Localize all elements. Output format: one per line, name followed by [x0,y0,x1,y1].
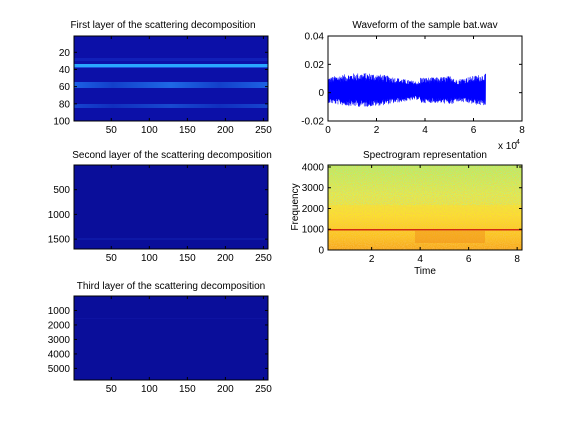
x-axis-label: Time [414,266,436,277]
x-tick-label: 200 [217,253,234,264]
y-tick-label: 100 [53,117,70,128]
axis-ticks: 50 100 150 200 250 500 1000 1500 [48,165,272,264]
x-tick-label: 150 [179,253,196,264]
x-tick-label: 250 [255,253,272,264]
y-tick-label: 0 [318,88,324,99]
panel-first-layer: First layer of the scattering decomposit… [53,20,272,136]
axes-frame [73,35,269,122]
y-tick-label: 2000 [302,204,325,215]
x-tick-label: 150 [179,125,196,136]
heatmap-background [74,36,268,121]
spectrogram-noise [328,165,522,205]
heatmap-band [74,67,268,68]
x-multiplier-label: x 10 [498,141,517,152]
y-axis-label: Frequency [290,183,301,230]
y-tick-label: 1000 [48,306,71,317]
y-tick-label: 4000 [48,349,71,360]
heatmap-background [74,296,268,380]
x-tick-label: 150 [179,384,196,395]
x-tick-label: 4 [417,254,423,265]
x-tick-label: 8 [514,254,520,265]
y-tick-label: 500 [53,185,70,196]
x-tick-label: 50 [106,253,118,264]
x-tick-label: 250 [255,125,272,136]
chart-title: Waveform of the sample bat.wav [352,20,497,31]
y-tick-label: 1500 [48,235,71,246]
y-tick-label: 80 [59,99,71,110]
axes-frame [73,295,269,381]
x-multiplier-exponent: 4 [516,139,520,146]
heatmap-band [74,238,268,240]
x-tick-label: 250 [255,384,272,395]
axes-frame [327,164,523,251]
y-tick-label: 4000 [302,162,325,173]
axes-frame [73,164,269,250]
spectrogram-hot-region [415,231,485,243]
x-tick-label: 6 [471,125,477,136]
y-tick-label: 0.04 [305,32,325,43]
chart-title: Third layer of the scattering decomposit… [77,281,265,292]
axis-ticks: 50 100 150 200 250 1000 2000 3000 4000 5000 [48,296,272,395]
y-tick-label: -0.02 [301,117,324,128]
x-tick-label: 4 [422,125,428,136]
heatmap-band [74,318,268,319]
x-tick-label: 100 [141,253,158,264]
heatmap-band [74,104,268,108]
axis-ticks: 50 100 150 200 250 20 40 60 80 100 [53,36,272,136]
x-tick-label: 200 [217,384,234,395]
x-tick-label: 0 [325,125,331,136]
panel-second-layer: Second layer of the scattering decomposi… [48,150,272,264]
y-tick-label: 2000 [48,320,71,331]
y-tick-label: 20 [59,48,71,59]
y-tick-label: 3000 [302,183,325,194]
y-tick-label: 0.02 [305,60,325,71]
heatmap-background [74,165,268,249]
y-tick-label: 40 [59,65,71,76]
x-tick-label: 2 [374,125,380,136]
x-tick-label: 2 [369,254,375,265]
chart-title: Second layer of the scattering decomposi… [72,150,272,161]
y-tick-label: 3000 [48,335,71,346]
chart-title: First layer of the scattering decomposit… [70,20,255,31]
panel-waveform: Waveform of the sample bat.wav 0 2 4 6 8 -0.0… [301,20,525,152]
y-tick-label: 5000 [48,364,71,375]
y-tick-label: 60 [59,82,71,93]
chart-title: Spectrogram representation [363,150,487,161]
waveform-line [327,73,486,107]
y-tick-label: 1000 [302,225,325,236]
heatmap-band [74,58,268,61]
x-tick-label: 200 [217,125,234,136]
spectrogram-tone-line [328,229,522,231]
x-tick-label: 100 [141,384,158,395]
heatmap-band [74,82,268,88]
panel-spectrogram: Spectrogram representation 2 4 6 8 0 1000 2000… [290,150,523,277]
y-tick-label: 1000 [48,210,71,221]
x-tick-label: 100 [141,125,158,136]
x-tick-label: 50 [106,125,118,136]
x-tick-label: 8 [519,125,525,136]
x-tick-label: 50 [106,384,118,395]
axis-ticks: 2 4 6 8 0 1000 2000 3000 4000 [302,162,522,265]
x-tick-label: 6 [466,254,472,265]
y-tick-label: 0 [318,246,324,257]
panel-third-layer: Third layer of the scattering decomposit… [48,281,272,395]
heatmap-band [74,64,268,67]
